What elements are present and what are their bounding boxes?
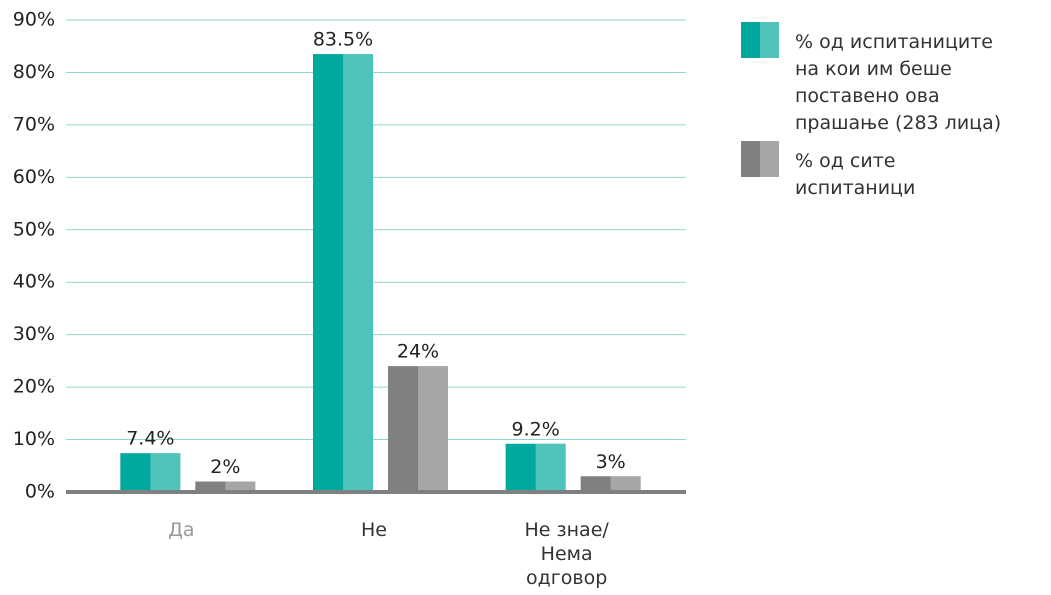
x-tick-label: Не знае/ Нема одговор (524, 519, 609, 589)
y-tick-label: 20% (13, 376, 55, 398)
y-tick-label: 10% (13, 428, 55, 450)
x-tick-label: Да (168, 519, 195, 541)
y-tick-label: 30% (13, 323, 55, 345)
bar-highlight (150, 453, 181, 492)
bar (505, 443, 566, 492)
legend-swatch-highlight (760, 22, 779, 58)
bar-highlight (343, 54, 373, 492)
bar (580, 476, 641, 492)
y-tick-label: 90% (13, 9, 55, 31)
y-tick-label: 80% (13, 61, 55, 83)
bar-highlight (610, 476, 641, 492)
legend-label: % од испитаниците на кои им беше поставе… (795, 31, 1002, 134)
y-tick-label: 50% (13, 218, 55, 240)
data-label: 9.2% (512, 418, 560, 440)
legend-label: % од сите испитаници (795, 150, 916, 199)
legend-swatch (741, 141, 779, 177)
bar-highlight (418, 366, 448, 492)
x-tick-label: Не (361, 519, 387, 541)
y-tick-label: 40% (13, 271, 55, 293)
data-label: 83.5% (313, 29, 373, 51)
data-label: 2% (210, 456, 240, 478)
data-label: 7.4% (126, 428, 174, 450)
bar (120, 453, 181, 492)
bar (388, 366, 448, 492)
legend-swatch-highlight (760, 141, 779, 177)
legend-swatch (741, 22, 779, 58)
data-label: 24% (397, 341, 439, 363)
y-tick-label: 60% (13, 166, 55, 188)
bar-highlight (225, 481, 256, 492)
bar (195, 481, 256, 492)
y-tick-label: 70% (13, 113, 55, 135)
y-tick-label: 0% (25, 481, 55, 503)
bar-highlight (535, 443, 566, 492)
data-label: 3% (596, 451, 626, 473)
bar (313, 54, 373, 492)
